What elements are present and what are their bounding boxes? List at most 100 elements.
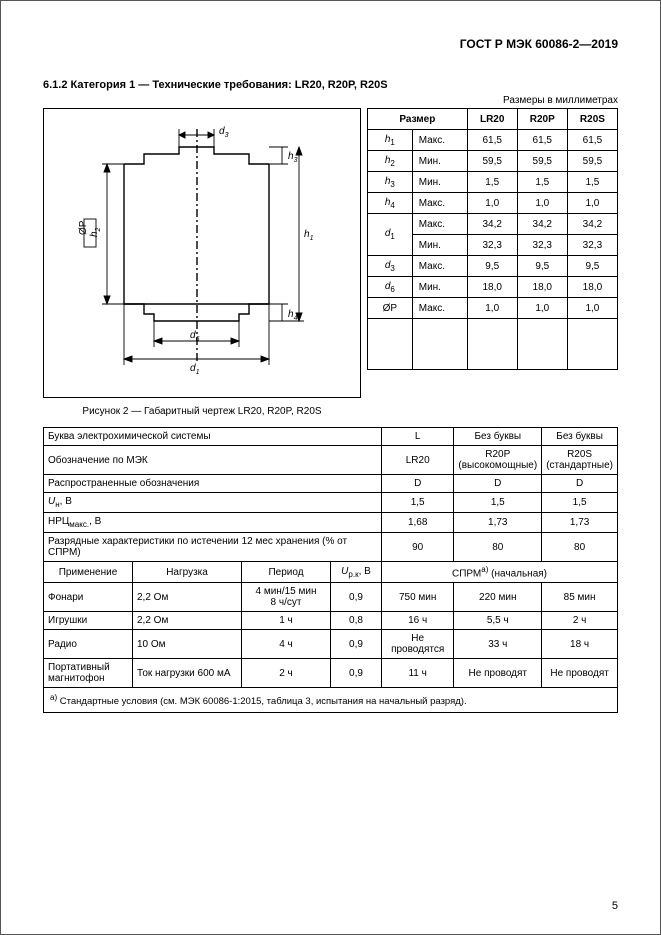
dim-value: 18,0 <box>517 277 567 298</box>
cell: 33 ч <box>454 630 542 659</box>
dim-value: 34,2 <box>467 214 517 235</box>
table-row: Радио10 Ом4 ч0,9Не проводятся33 ч18 ч <box>44 630 618 659</box>
col-sprm: СПРМa) (начальная) <box>382 562 618 583</box>
dim-condition: Макс. <box>412 130 467 151</box>
row-label: Разрядные характеристики по истечении 12… <box>44 533 382 562</box>
label-h3: h3 <box>288 151 298 164</box>
col-load: Нагрузка <box>133 562 242 583</box>
cell: 80 <box>542 533 618 562</box>
label-h1: h1 <box>304 229 314 242</box>
cell: Ток нагрузки 600 мА <box>133 659 242 688</box>
col-period: Период <box>242 562 331 583</box>
table-row: d1Макс.34,234,234,2 <box>368 214 618 235</box>
dim-value: 32,3 <box>567 235 617 256</box>
dim-symbol: h3 <box>368 172 413 193</box>
cell: 1,73 <box>542 513 618 533</box>
cell: 18 ч <box>542 630 618 659</box>
cell: 5,5 ч <box>454 612 542 630</box>
cell: 1,5 <box>542 493 618 513</box>
cell: 85 мин <box>542 583 618 612</box>
row-label: Распространенные обозначения <box>44 475 382 493</box>
dim-value: 1,0 <box>467 193 517 214</box>
dim-condition: Макс. <box>412 193 467 214</box>
cell: D <box>454 475 542 493</box>
cell: R20P(высокомощные) <box>454 446 542 475</box>
specifications-table: Буква электрохимической системы L Без бу… <box>43 427 618 713</box>
dim-symbol: h1 <box>368 130 413 151</box>
cell: 220 мин <box>454 583 542 612</box>
page-number: 5 <box>612 900 618 912</box>
dim-value: 1,5 <box>467 172 517 193</box>
units-note: Размеры в миллиметрах <box>43 95 618 106</box>
table-row: d6Мин.18,018,018,0 <box>368 277 618 298</box>
label-h4: h4 <box>288 309 298 322</box>
row-label: Буква электрохимической системы <box>44 428 382 446</box>
battery-drawing: d3 h3 h1 h4 h2 ØP d6 d1 <box>44 109 360 397</box>
cell: 1,5 <box>382 493 454 513</box>
dim-header-r20p: R20P <box>517 109 567 130</box>
label-op: ØP <box>78 220 89 235</box>
dim-value: 9,5 <box>517 256 567 277</box>
dimensions-table: Размер LR20 R20P R20S h1Макс.61,561,561,… <box>367 108 618 370</box>
cell: Фонари <box>44 583 133 612</box>
dim-value: 1,0 <box>467 298 517 319</box>
cell: 0,9 <box>331 659 382 688</box>
dim-symbol: d3 <box>368 256 413 277</box>
cell: 1,5 <box>454 493 542 513</box>
cell: D <box>542 475 618 493</box>
subheader-row: Применение Нагрузка Период Uр.к, В СПРМa… <box>44 562 618 583</box>
cell: 90 <box>382 533 454 562</box>
cell: Без буквы <box>454 428 542 446</box>
cell: Не проводятся <box>382 630 454 659</box>
table-row: h4Макс.1,01,01,0 <box>368 193 618 214</box>
table-row: h2Мин.59,559,559,5 <box>368 151 618 172</box>
dim-value: 59,5 <box>567 151 617 172</box>
dim-value: 18,0 <box>467 277 517 298</box>
cell: LR20 <box>382 446 454 475</box>
table-row: ØPМакс.1,01,01,0 <box>368 298 618 319</box>
cell: 10 Ом <box>133 630 242 659</box>
dim-value: 1,5 <box>567 172 617 193</box>
col-application: Применение <box>44 562 133 583</box>
dim-value: 59,5 <box>517 151 567 172</box>
cell: Портативный магнитофон <box>44 659 133 688</box>
dim-condition: Мин. <box>412 172 467 193</box>
cell: Не проводят <box>542 659 618 688</box>
dim-value: 59,5 <box>467 151 517 172</box>
section-title: 6.1.2 Категория 1 — Технические требован… <box>43 79 618 91</box>
table-row: Портативный магнитофонТок нагрузки 600 м… <box>44 659 618 688</box>
dim-value: 61,5 <box>467 130 517 151</box>
cell: 4 мин/15 мин8 ч/сут <box>242 583 331 612</box>
drawing-frame: d3 h3 h1 h4 h2 ØP d6 d1 <box>43 108 361 398</box>
dim-value: 34,2 <box>567 214 617 235</box>
dim-condition: Макс. <box>412 298 467 319</box>
dim-condition: Мин. <box>412 151 467 172</box>
dim-header-r20s: R20S <box>567 109 617 130</box>
dim-symbol: ØP <box>368 298 413 319</box>
cell: 0,9 <box>331 630 382 659</box>
cell: Без буквы <box>542 428 618 446</box>
footnote: a) Стандартные условия (см. МЭК 60086-1:… <box>44 688 618 713</box>
cell: Не проводят <box>454 659 542 688</box>
table-row: Разрядные характеристики по истечении 12… <box>44 533 618 562</box>
cell: 1,68 <box>382 513 454 533</box>
dim-condition: Мин. <box>412 277 467 298</box>
row-label: НРЦмакс., В <box>44 513 382 533</box>
cell: Игрушки <box>44 612 133 630</box>
cell: 11 ч <box>382 659 454 688</box>
table-row: h3Мин.1,51,51,5 <box>368 172 618 193</box>
table-row: Буква электрохимической системы L Без бу… <box>44 428 618 446</box>
cell: 80 <box>454 533 542 562</box>
dim-header-lr20: LR20 <box>467 109 517 130</box>
cell: 750 мин <box>382 583 454 612</box>
dim-condition: Мин. <box>412 235 467 256</box>
dim-value: 9,5 <box>467 256 517 277</box>
cell: 2 ч <box>242 659 331 688</box>
dim-symbol: d1 <box>368 214 413 256</box>
dim-symbol: h2 <box>368 151 413 172</box>
document-id: ГОСТ Р МЭК 60086-2—2019 <box>43 37 618 51</box>
table-row: Распространенные обозначения D D D <box>44 475 618 493</box>
dim-value: 1,0 <box>517 193 567 214</box>
cell: D <box>382 475 454 493</box>
cell: 16 ч <box>382 612 454 630</box>
